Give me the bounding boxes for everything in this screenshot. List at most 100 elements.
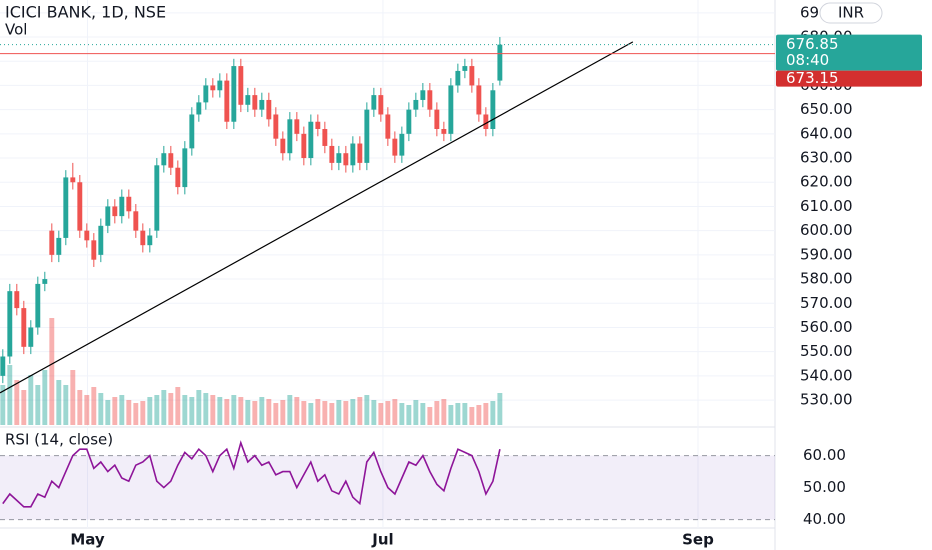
candle-body [245, 95, 251, 105]
volume-bar [21, 390, 27, 425]
volume-label: Vol [5, 21, 27, 39]
candle-body [364, 109, 370, 163]
candle-body [105, 206, 111, 226]
rsi-label: RSI (14, close) [5, 431, 113, 449]
volume-bar [126, 400, 132, 425]
volume-bar [77, 390, 83, 425]
candle-body [91, 240, 97, 260]
volume-bar [364, 395, 370, 425]
volume-bar [210, 395, 216, 425]
y-tick-label: 630.00 [800, 149, 853, 167]
candle-body [112, 206, 118, 217]
x-tick-label: Sep [682, 531, 714, 549]
volume-bar [35, 385, 41, 425]
candle-body [476, 85, 482, 115]
candle-body [63, 177, 69, 238]
volume-bar [266, 399, 272, 425]
candle-body [56, 237, 62, 255]
last-price-badge [776, 34, 922, 71]
volume-bar [273, 403, 279, 425]
candle-body [119, 196, 125, 217]
candle-body [0, 356, 6, 376]
candle-body [98, 225, 104, 255]
candle-body [329, 145, 335, 163]
candle-body [427, 90, 433, 110]
volume-bar [483, 403, 489, 425]
volume-bar [259, 397, 265, 425]
trendline [0, 41, 634, 394]
currency-pill [819, 2, 883, 24]
volume-bar [182, 395, 188, 425]
candle-body [35, 283, 41, 328]
candle-body [217, 80, 223, 91]
volume-bar [98, 393, 104, 425]
candle-body [182, 148, 188, 188]
candle-body [84, 230, 90, 241]
y-tick-label: 580.00 [800, 270, 853, 288]
volume-bar [49, 318, 55, 425]
volume-bar [490, 401, 496, 425]
rsi-tick-label: 50.00 [803, 478, 846, 496]
y-tick-label: 540.00 [800, 366, 853, 384]
volume-bar [294, 397, 300, 425]
volume-bar [56, 380, 62, 425]
candle-body [399, 133, 405, 156]
volume-bar [28, 375, 34, 425]
volume-bar [231, 395, 237, 425]
ref-price-label: 673.15 [786, 69, 839, 87]
volume-bar [252, 401, 258, 425]
candle-body [70, 177, 76, 183]
volume-bar [455, 403, 461, 425]
candle-body [343, 153, 349, 166]
volume-bar [476, 405, 482, 425]
candle-body [406, 109, 412, 134]
candle-body [420, 90, 426, 100]
candle-body [357, 143, 363, 163]
volume-bar [133, 403, 139, 425]
y-tick-label: 610.00 [800, 197, 853, 215]
candle-body [147, 235, 153, 246]
candle-body [490, 90, 496, 130]
volume-bar [378, 403, 384, 425]
volume-bar [224, 399, 230, 425]
volume-bar [14, 380, 20, 425]
volume-bar [357, 397, 363, 425]
candle-body [280, 138, 286, 154]
volume-bar [371, 400, 377, 425]
volume-bar [196, 390, 202, 425]
currency-label: INR [838, 4, 864, 22]
candle-body [210, 85, 216, 91]
volume-bar [168, 393, 174, 425]
candle-body [154, 165, 160, 231]
volume-bar [448, 405, 454, 425]
candle-body [497, 44, 503, 81]
candle-body [161, 153, 167, 166]
candle-body [252, 95, 258, 110]
volume-bar [392, 399, 398, 425]
volume-bar [315, 399, 321, 425]
y-tick-label: 650.00 [800, 100, 853, 118]
y-tick-label: 560.00 [800, 318, 853, 336]
candle-body [77, 182, 83, 231]
y-tick-label: 640.00 [800, 124, 853, 142]
candle-body [350, 143, 356, 166]
volume-bar [301, 401, 307, 425]
candle-body [133, 211, 139, 231]
candle-body [273, 114, 279, 139]
y-tick-label: 620.00 [800, 173, 853, 191]
volume-bar [427, 407, 433, 425]
last-price-label: 676.85 [786, 35, 839, 53]
candle-body [196, 102, 202, 115]
candle-body [7, 291, 13, 357]
y-tick-label: 570.00 [800, 294, 853, 312]
volume-bar [154, 395, 160, 425]
candle-body [28, 327, 34, 347]
rsi-tick-label: 40.00 [803, 510, 846, 528]
candle-body [42, 279, 48, 284]
volume-bar [343, 401, 349, 425]
volume-bar [280, 400, 286, 425]
plot [0, 0, 775, 528]
volume-bar [350, 399, 356, 425]
